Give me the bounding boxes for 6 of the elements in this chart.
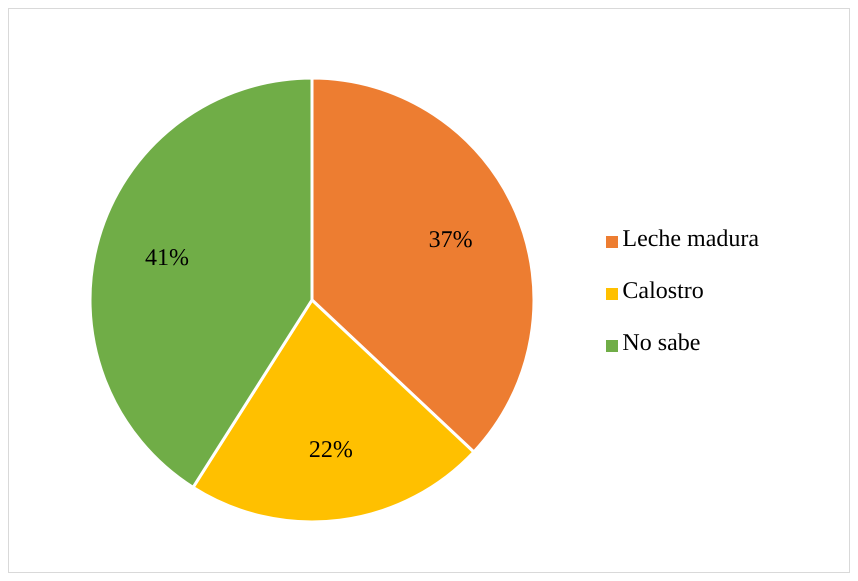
legend-label: Calostro bbox=[622, 278, 704, 304]
data-label: 41% bbox=[144, 244, 189, 271]
legend-label: No sabe bbox=[622, 330, 700, 356]
data-label: 22% bbox=[308, 436, 353, 463]
data-label: 37% bbox=[428, 227, 473, 254]
legend-label: Leche madura bbox=[622, 226, 759, 252]
